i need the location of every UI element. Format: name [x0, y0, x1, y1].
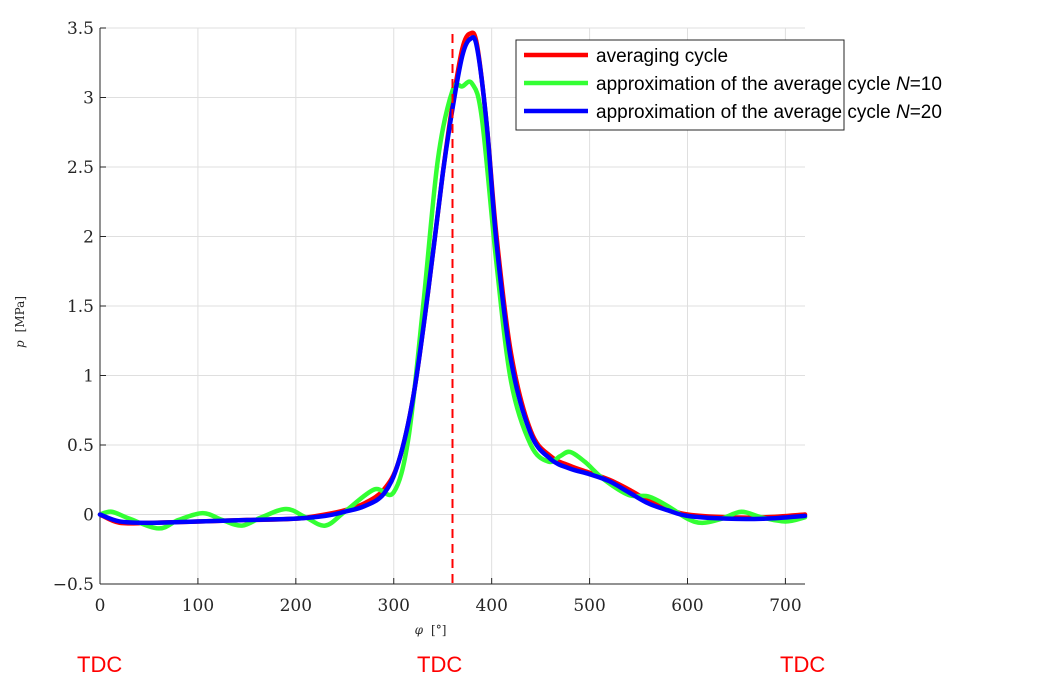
tdc-label-right: TDC — [780, 652, 826, 677]
legend-label-1: approximation of the average cycle N=10 — [596, 74, 942, 95]
y-tick-label-0: −0.5 — [53, 575, 94, 595]
x-tick-label-4: 400 — [475, 596, 507, 616]
series-layer — [97, 30, 808, 584]
legend: averaging cycle approximation of the aver… — [515, 39, 942, 131]
y-tick-label-4: 1.5 — [67, 297, 94, 317]
axes: 0 100 200 300 400 500 600 700−0.500.511.522.533… — [13, 19, 805, 637]
x-axis-label: φ [°] — [415, 623, 447, 637]
x-tick-label-7: 700 — [769, 596, 801, 616]
tdc-label-mid: TDC — [417, 652, 463, 677]
x-tick-label-6: 600 — [671, 596, 703, 616]
y-tick-label-7: 3 — [83, 89, 94, 109]
y-tick-label-5: 2 — [83, 228, 94, 248]
x-tick-label-1: 100 — [182, 596, 214, 616]
legend-label-0: averaging cycle — [596, 46, 728, 67]
y-axis-label: p[MPa] — [13, 296, 27, 348]
x-tick-label-2: 200 — [280, 596, 312, 616]
legend-label-2: approximation of the average cycle N=20 — [596, 102, 942, 123]
y-tick-label-8: 3.5 — [67, 19, 94, 39]
x-tick-label-3: 300 — [378, 596, 410, 616]
x-tick-label-5: 500 — [573, 596, 605, 616]
y-tick-label-6: 2.5 — [67, 158, 94, 178]
y-tick-label-2: 0.5 — [67, 436, 94, 456]
y-tick-label-3: 1 — [83, 367, 94, 387]
y-tick-label-1: 0 — [83, 506, 94, 526]
series-approximation-n20 — [97, 35, 808, 526]
x-tick-label-0: 0 — [95, 596, 106, 616]
tdc-label-left: TDC — [77, 652, 123, 677]
series-approximation-n10 — [97, 79, 808, 531]
